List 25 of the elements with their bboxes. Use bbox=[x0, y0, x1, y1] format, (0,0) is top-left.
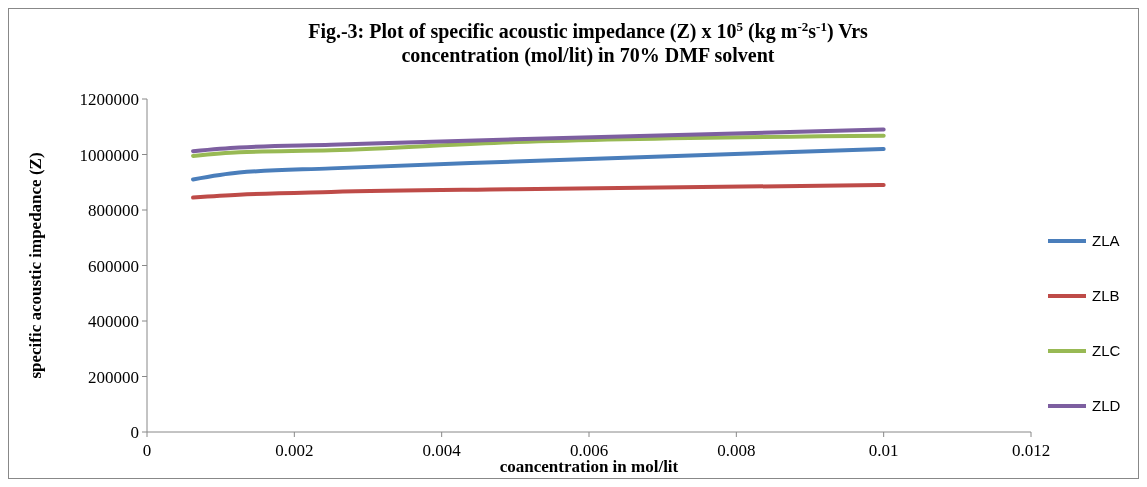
x-tick-label: 0.004 bbox=[422, 441, 462, 460]
line-series bbox=[191, 127, 886, 154]
y-tick-label: 600000 bbox=[88, 256, 139, 276]
y-axis-title: specific acoustic impedance (Z) bbox=[26, 152, 45, 379]
y-tick-label: 1000000 bbox=[79, 145, 139, 165]
line-series bbox=[191, 146, 886, 182]
y-tick-label: 0 bbox=[130, 423, 139, 442]
x-tick-label: 0.01 bbox=[868, 441, 899, 460]
y-tick-label: 200000 bbox=[88, 367, 139, 387]
x-tick-label: 0 bbox=[142, 441, 152, 460]
x-tick-label: 0.008 bbox=[717, 441, 756, 460]
y-tick-label: 800000 bbox=[88, 201, 139, 220]
x-tick-label: 0.006 bbox=[569, 441, 609, 460]
chart-title: Fig.-3: Plot of specific acoustic impedance (Z) x 10$^{5}$ (kg m$^{-2}$s$^{-1}$) Vrs concentration (mol/lit) in 70% DMF solvent bbox=[308, 18, 868, 66]
x-tick-label: 0.012 bbox=[1011, 441, 1051, 460]
y-tick-label: 400000 bbox=[88, 312, 139, 331]
legend-label: ZLA bbox=[1092, 232, 1120, 249]
legend-label: ZLC bbox=[1092, 342, 1121, 359]
x-axis-title: coancentration in mol/lit bbox=[499, 457, 679, 476]
line-series bbox=[191, 183, 886, 200]
legend-label: ZLB bbox=[1092, 287, 1120, 304]
line-series bbox=[191, 133, 886, 158]
y-tick-label: 1200000 bbox=[79, 90, 139, 109]
x-tick-label: 0.002 bbox=[275, 441, 314, 460]
legend-label: ZLD bbox=[1092, 397, 1121, 414]
